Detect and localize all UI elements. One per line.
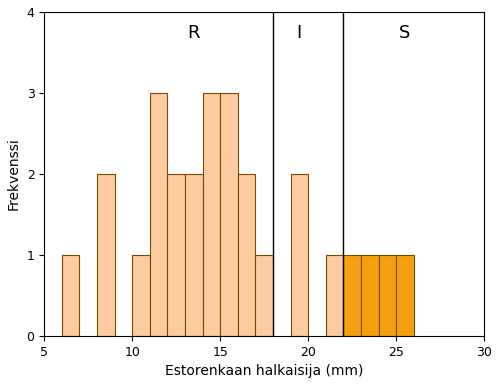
Bar — [379, 255, 396, 336]
Bar — [62, 255, 79, 336]
Y-axis label: Frekvenssi: Frekvenssi — [7, 137, 21, 210]
Bar — [361, 255, 379, 336]
Bar — [326, 255, 343, 336]
Bar — [343, 255, 361, 336]
Bar — [203, 93, 220, 336]
Text: I: I — [297, 24, 302, 42]
Bar — [290, 174, 308, 336]
Bar — [238, 174, 255, 336]
Bar — [167, 174, 185, 336]
Text: R: R — [188, 24, 200, 42]
Bar — [220, 93, 238, 336]
Bar — [396, 255, 414, 336]
Text: S: S — [399, 24, 411, 42]
Bar — [150, 93, 167, 336]
Bar — [132, 255, 150, 336]
Bar — [185, 174, 203, 336]
Bar — [97, 174, 115, 336]
Bar — [255, 255, 273, 336]
X-axis label: Estorenkaan halkaisija (mm): Estorenkaan halkaisija (mm) — [165, 364, 363, 378]
